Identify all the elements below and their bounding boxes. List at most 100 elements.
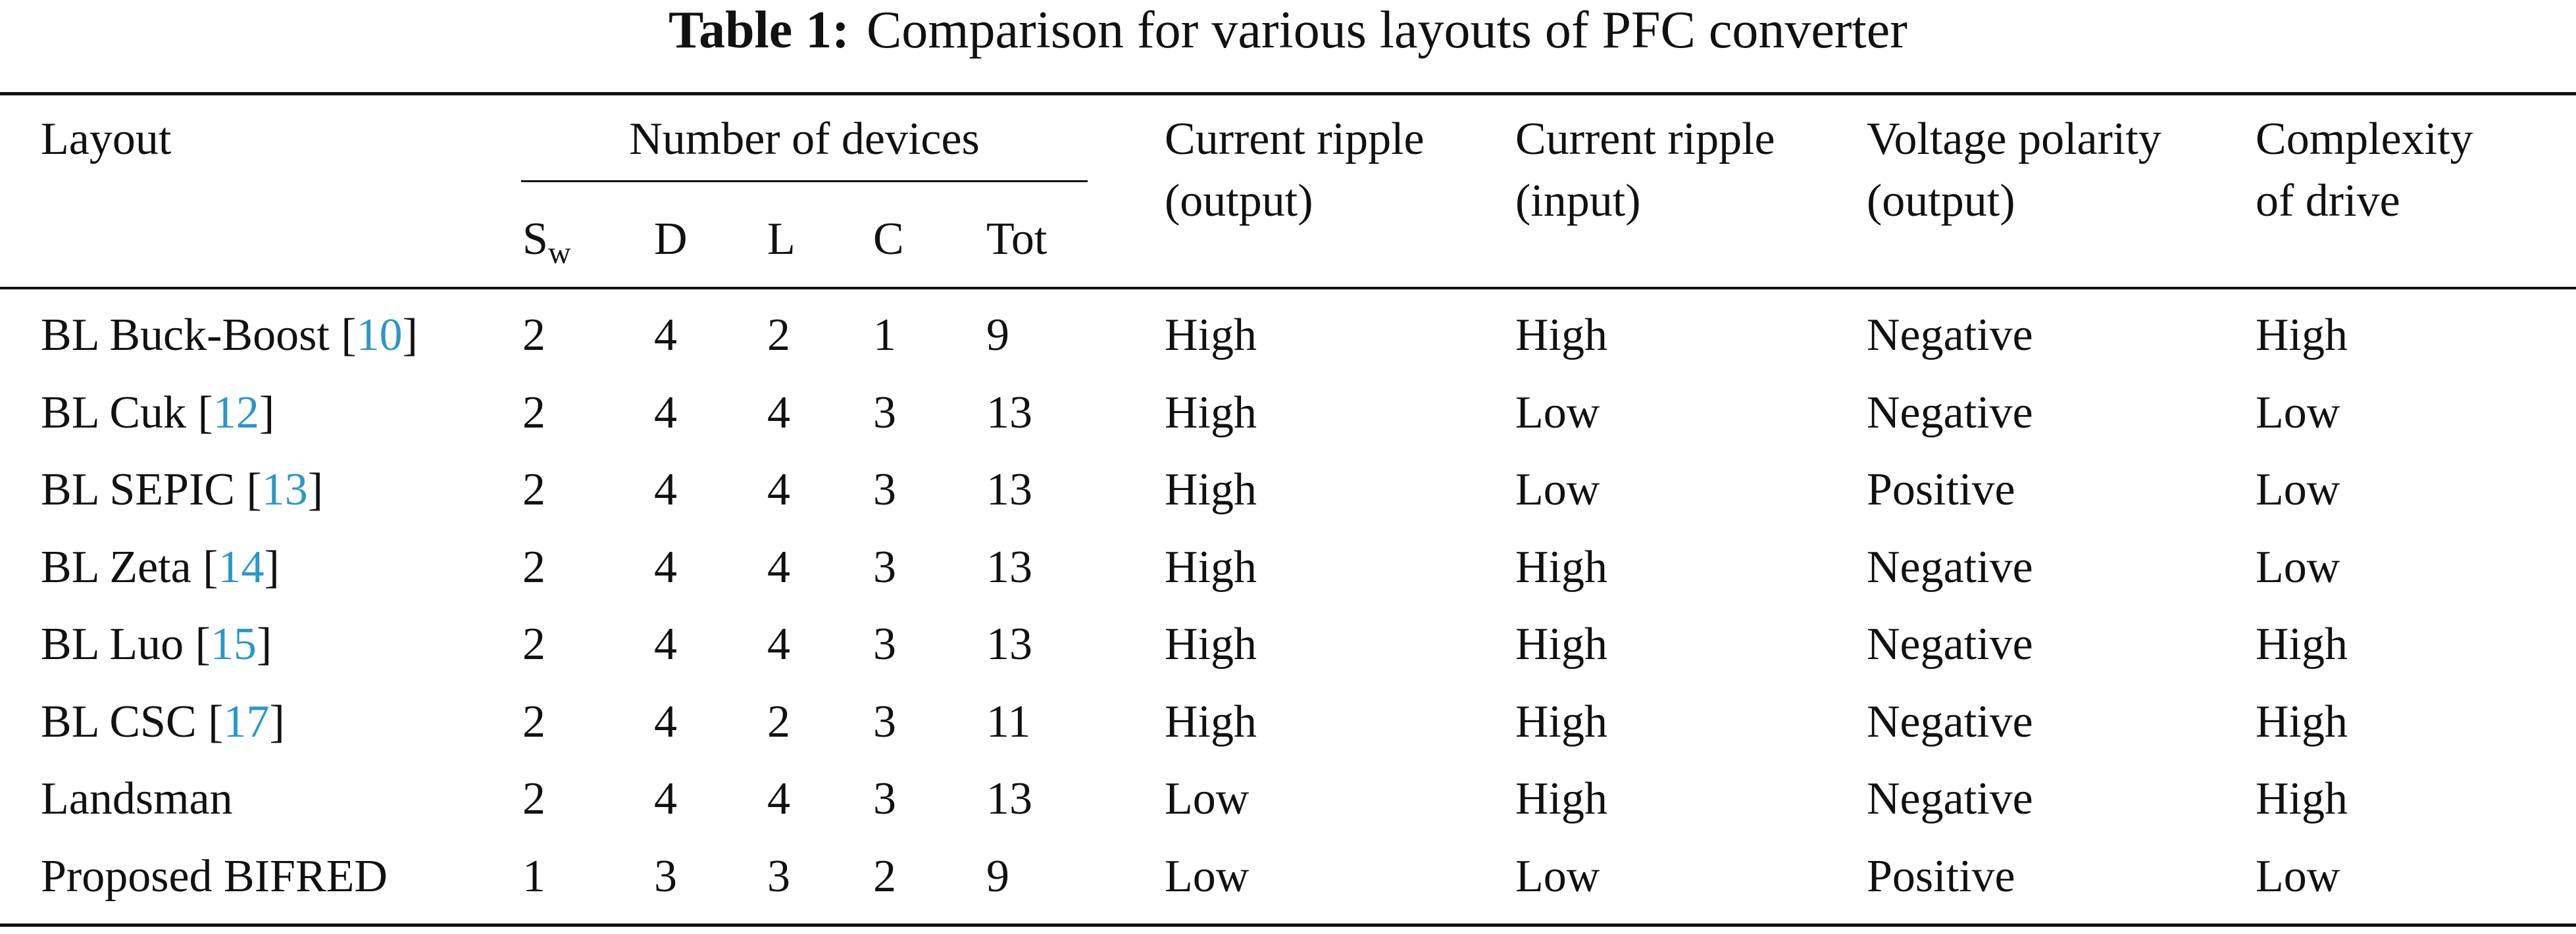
cell-layout: BL SEPIC [13] (41, 464, 324, 515)
cell-layout: Landsman (41, 769, 233, 829)
cell-tot: 13 (986, 774, 1032, 824)
cell-d: 4 (654, 619, 677, 670)
cell-d: 4 (654, 541, 677, 593)
cell-polarity: Positive (1867, 464, 2015, 515)
cell-complexity: Low (2256, 850, 2340, 902)
cell-l: 4 (767, 774, 790, 824)
cell-d: 4 (654, 387, 677, 438)
layout-name: BL SEPIC (41, 464, 235, 515)
header-d: D (654, 214, 688, 264)
cell-sw: 2 (522, 619, 545, 670)
header-layout: Layout (41, 114, 172, 164)
layout-name: BL Cuk (41, 387, 187, 438)
cell-polarity: Negative (1867, 387, 2033, 438)
layout-name: Proposed BIFRED (41, 850, 388, 902)
cell-l: 2 (767, 696, 790, 747)
cell-l: 4 (767, 387, 790, 438)
header-complexity-1: Complexity (2256, 114, 2473, 164)
cell-ripple-out: High (1165, 464, 1257, 515)
cell-ripple-in: High (1515, 541, 1607, 593)
cell-polarity: Negative (1867, 541, 2033, 593)
header-current-ripple-input-2: (input) (1515, 176, 1641, 226)
header-current-ripple-input-1: Current ripple (1515, 114, 1775, 164)
cell-c: 3 (873, 387, 896, 438)
citation-link[interactable]: 10 (356, 310, 403, 360)
cell-ripple-out: High (1165, 310, 1257, 360)
cell-complexity: High (2256, 619, 2348, 670)
header-l: L (767, 214, 796, 264)
cell-layout: Proposed BIFRED (41, 847, 388, 907)
cell-sw: 2 (522, 464, 545, 515)
citation-link[interactable]: 14 (218, 541, 265, 593)
cell-tot: 13 (986, 619, 1032, 670)
cell-l: 4 (767, 464, 790, 515)
cell-ripple-in: High (1515, 310, 1607, 360)
top-rule (0, 92, 2576, 95)
cell-layout: BL Cuk [12] (41, 387, 275, 438)
cell-c: 3 (873, 464, 896, 515)
caption-label: Table 1: (669, 1, 849, 59)
cell-l: 4 (767, 619, 790, 670)
cell-tot: 13 (986, 464, 1032, 515)
cell-layout: BL Zeta [14] (41, 541, 280, 593)
cell-d: 4 (654, 774, 677, 824)
header-number-of-devices: Number of devices (629, 114, 980, 164)
cell-d: 4 (654, 696, 677, 747)
cell-c: 1 (873, 310, 896, 360)
header-sw-subscript: w (547, 235, 571, 270)
citation-link[interactable]: 12 (213, 387, 259, 438)
cell-sw: 2 (522, 696, 545, 747)
cell-ripple-in: High (1515, 696, 1607, 747)
header-current-ripple-output-2: (output) (1165, 176, 1313, 226)
citation-link[interactable]: 15 (210, 619, 257, 670)
header-rule (0, 287, 2576, 289)
cell-c: 3 (873, 541, 896, 593)
cell-sw: 2 (522, 774, 545, 824)
cell-d: 4 (654, 464, 677, 515)
cell-tot: 9 (986, 310, 1009, 360)
header-voltage-polarity-1: Voltage polarity (1867, 114, 2161, 164)
citation-link[interactable]: 17 (223, 696, 270, 747)
cell-ripple-out: High (1165, 387, 1257, 438)
header-tot: Tot (986, 214, 1048, 264)
cell-ripple-out: High (1165, 696, 1257, 747)
cell-l: 3 (767, 850, 790, 902)
cell-polarity: Negative (1867, 619, 2033, 670)
cell-layout: BL CSC [17] (41, 696, 285, 747)
citation-link[interactable]: 13 (261, 464, 308, 515)
cell-ripple-in: High (1515, 619, 1607, 670)
cell-ripple-out: High (1165, 619, 1257, 670)
cell-complexity: High (2256, 696, 2348, 747)
cell-ripple-in: Low (1515, 464, 1600, 515)
cell-l: 2 (767, 310, 790, 360)
cell-tot: 9 (986, 850, 1009, 902)
layout-name: BL CSC (41, 696, 197, 747)
caption-text: Comparison for various layouts of PFC co… (866, 1, 1907, 59)
cell-ripple-out: Low (1165, 774, 1250, 824)
cell-tot: 13 (986, 541, 1032, 593)
cell-tot: 11 (986, 696, 1031, 747)
cell-polarity: Negative (1867, 774, 2033, 824)
header-complexity-2: of drive (2256, 176, 2400, 226)
cell-complexity: High (2256, 310, 2348, 360)
cell-polarity: Negative (1867, 696, 2033, 747)
cell-polarity: Negative (1867, 310, 2033, 360)
cell-c: 3 (873, 774, 896, 824)
bottom-rule (0, 923, 2576, 927)
cell-c: 3 (873, 619, 896, 670)
cell-c: 3 (873, 696, 896, 747)
layout-name: Landsman (41, 774, 233, 824)
cell-sw: 2 (522, 541, 545, 593)
cell-ripple-in: Low (1515, 387, 1600, 438)
table-caption: Table 1: Comparison for various layouts o… (0, 0, 2576, 61)
cell-polarity: Positive (1867, 850, 2015, 902)
cell-layout: BL Luo [15] (41, 619, 272, 670)
cell-ripple-out: Low (1165, 850, 1250, 902)
cell-complexity: High (2256, 774, 2348, 824)
cell-sw: 1 (522, 850, 545, 902)
header-c: C (873, 214, 904, 264)
header-voltage-polarity-2: (output) (1867, 176, 2015, 226)
cell-ripple-in: High (1515, 774, 1607, 824)
cell-complexity: Low (2256, 387, 2340, 438)
cell-sw: 2 (522, 387, 545, 438)
